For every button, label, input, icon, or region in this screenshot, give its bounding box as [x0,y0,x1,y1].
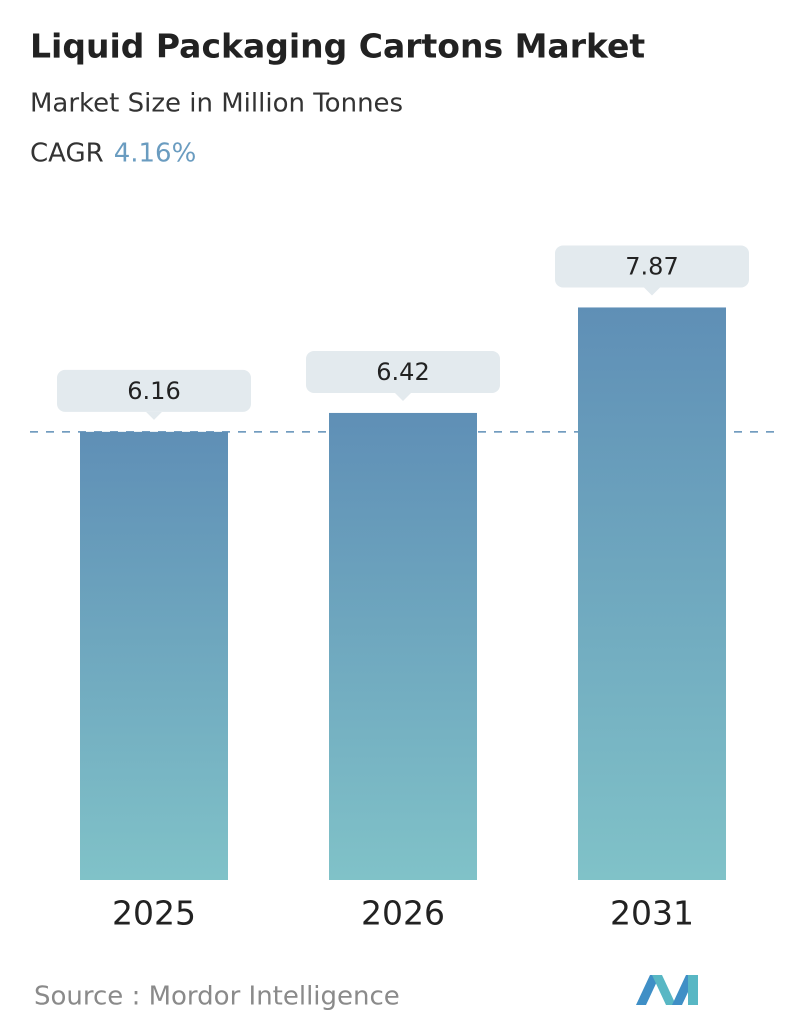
value-label: 6.16 [127,377,180,405]
value-label: 6.42 [376,358,429,386]
value-callout [555,245,749,288]
value-callout [57,369,251,412]
chart-subtitle: Market Size in Million Tonnes [30,89,403,119]
x-tick-label: 2026 [361,894,445,933]
x-tick-label: 2025 [112,894,196,933]
chart-title: Liquid Packaging Cartons Market [30,27,645,66]
logo [636,975,698,1005]
cagr-value: 4.16% [114,139,197,169]
bar [578,307,726,880]
value-label: 7.87 [625,252,678,280]
value-callout [306,350,500,393]
callout-pointer [644,287,660,296]
bar [329,412,477,880]
bar [80,431,228,880]
callout-pointer [395,392,411,401]
cagr-label: CAGR [30,139,104,169]
source: Source : Mordor Intelligence [34,982,400,1012]
x-tick-label: 2031 [610,894,694,933]
callout-pointer [146,411,162,420]
